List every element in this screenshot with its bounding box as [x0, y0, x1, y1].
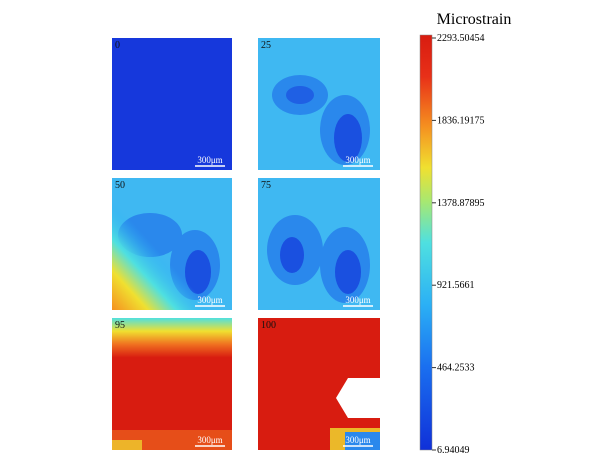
colorbar-tick-label: 2293.50454 [437, 33, 485, 44]
scale-bar-label: 300μm [345, 295, 370, 305]
scale-bar-label: 300μm [197, 155, 222, 165]
strain-map [112, 318, 232, 450]
colorbar-tick-label: 1836.19175 [437, 115, 485, 126]
panel-label: 0 [115, 40, 120, 51]
panel-label: 75 [261, 180, 271, 191]
panel-label: 95 [115, 320, 125, 331]
strain-map [112, 38, 232, 170]
colorbar-tick-label: 1378.87895 [437, 198, 485, 209]
strain-map [112, 178, 232, 310]
strain-map [258, 318, 380, 450]
colorbar-tick-label: 464.2533 [437, 363, 475, 374]
panel-label: 50 [115, 180, 125, 191]
scale-bar-label: 300μm [345, 155, 370, 165]
scale-bar-label: 300μm [197, 435, 222, 445]
colorbar-tick-label: 6.94049 [437, 445, 470, 456]
colorbar-title: Microstrain [437, 11, 512, 28]
panel-label: 25 [261, 40, 271, 51]
strain-map [258, 38, 380, 170]
strain-map [258, 178, 380, 310]
colorbar-tick-label: 921.5661 [437, 280, 475, 291]
colorbar [419, 34, 433, 451]
scale-bar-label: 300μm [345, 435, 370, 445]
panel-label: 100 [261, 320, 276, 331]
scale-bar-label: 300μm [197, 295, 222, 305]
